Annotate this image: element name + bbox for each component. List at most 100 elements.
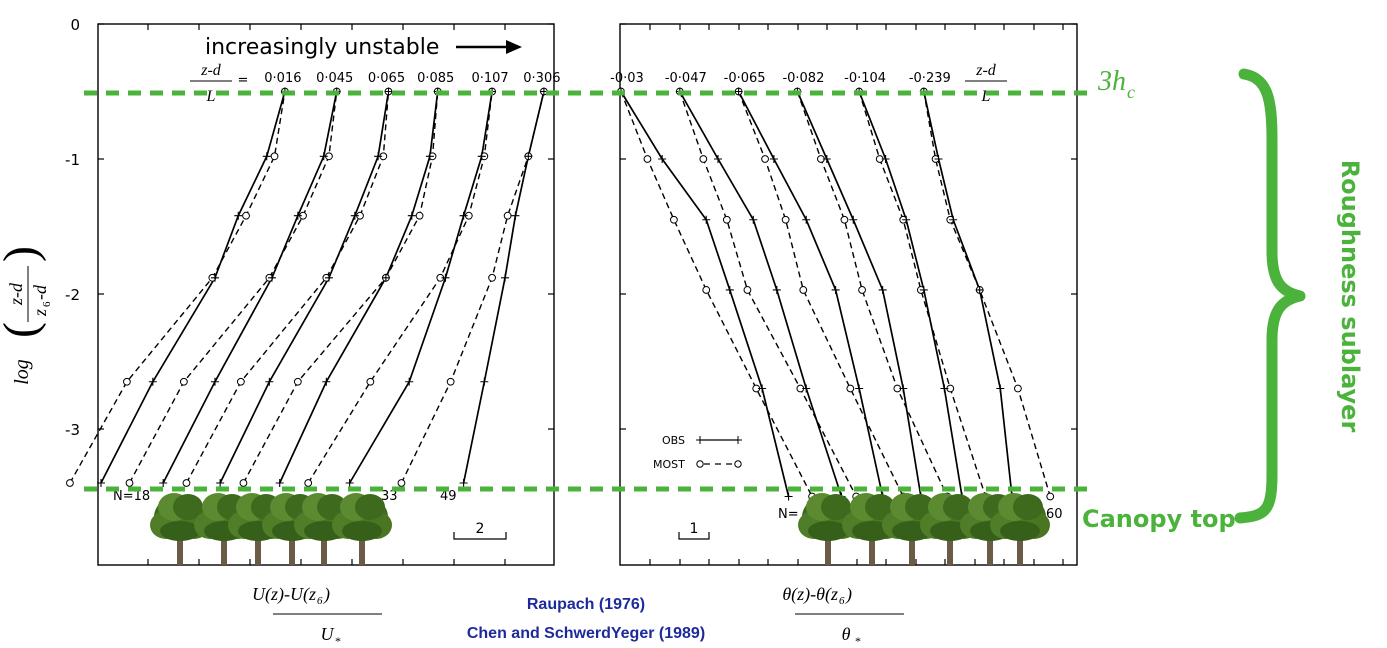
tree-icon bbox=[990, 493, 1050, 565]
obs-point bbox=[881, 155, 890, 163]
stability-label: -0·082 bbox=[782, 71, 824, 86]
obs-point bbox=[441, 273, 450, 282]
most-point bbox=[1014, 384, 1022, 393]
series-right bbox=[617, 87, 816, 501]
scale-bar-left: 2 bbox=[453, 521, 507, 540]
obs-point bbox=[267, 273, 276, 282]
obs-point bbox=[996, 384, 1005, 393]
left-xlabel-num: U(z)-U(z bbox=[252, 584, 316, 605]
canopy-top-label: Canopy top bbox=[1082, 505, 1236, 533]
obs-point bbox=[702, 215, 711, 224]
scale-bar-right-label: 1 bbox=[690, 521, 699, 537]
obs-point bbox=[97, 479, 105, 487]
stability-label: 0·045 bbox=[316, 71, 353, 86]
most-point bbox=[415, 211, 424, 220]
most-point bbox=[125, 479, 134, 487]
obs-line bbox=[219, 91, 390, 484]
three-hc-label: 3h bbox=[1097, 66, 1126, 97]
legend-most-label: MOST bbox=[653, 458, 685, 471]
obs-point bbox=[940, 384, 949, 393]
obs-point bbox=[822, 155, 831, 163]
n-label-right-end: 60 bbox=[1046, 507, 1063, 522]
series-right bbox=[793, 87, 952, 501]
series-right bbox=[734, 87, 908, 501]
most-point bbox=[670, 215, 678, 224]
scale-bar-right: 1 bbox=[678, 521, 710, 540]
arrow-label: increasingly unstable bbox=[205, 35, 439, 60]
most-point bbox=[304, 479, 313, 487]
tree-icon bbox=[332, 493, 392, 565]
obs-point bbox=[725, 285, 734, 294]
stability-label: 0·065 bbox=[368, 71, 405, 86]
obs-point bbox=[477, 152, 486, 161]
most-line bbox=[185, 91, 390, 484]
most-point bbox=[699, 155, 708, 163]
zdL-right-num: z-d bbox=[975, 62, 997, 79]
y-tick-label: 0 bbox=[70, 16, 80, 34]
obs-point bbox=[758, 384, 767, 393]
series-right bbox=[675, 87, 861, 501]
left-panel-frame bbox=[97, 23, 555, 566]
obs-point bbox=[381, 273, 390, 282]
obs-point bbox=[749, 215, 758, 224]
stability-label: -0·047 bbox=[665, 71, 707, 86]
stability-label: -0·239 bbox=[909, 71, 951, 86]
obs-point bbox=[425, 152, 434, 161]
y-axis-label-log: log bbox=[11, 359, 33, 385]
stability-label: -0·104 bbox=[844, 71, 886, 86]
obs-point bbox=[714, 155, 723, 163]
zdL-left-num: z-d bbox=[200, 62, 222, 79]
y-axis-label: log ( z-d z 6 -d ) bbox=[0, 246, 53, 385]
obs-line bbox=[922, 91, 1013, 497]
obs-point bbox=[480, 377, 489, 386]
obs-point bbox=[919, 285, 928, 294]
most-line bbox=[620, 91, 813, 497]
obs-point bbox=[831, 285, 840, 294]
obs-line bbox=[858, 91, 963, 497]
stability-labels: 0·016 0·045 0·065 0·085 0·107 0·306 -0·03 -0·04… bbox=[264, 71, 951, 86]
y-axis-label-num: z-d bbox=[6, 282, 26, 306]
left-panel-series bbox=[66, 87, 548, 487]
y-axis-label-den-z: z bbox=[30, 309, 50, 317]
most-point bbox=[743, 286, 752, 294]
most-point bbox=[702, 286, 711, 294]
most-line bbox=[128, 91, 338, 484]
obs-point bbox=[407, 211, 416, 220]
series-left bbox=[125, 87, 341, 487]
most-point bbox=[858, 286, 866, 294]
zdL-label-right: z-d L bbox=[965, 62, 1007, 105]
right-panel-frame bbox=[619, 23, 1078, 566]
obs-point bbox=[975, 285, 984, 294]
obs-point bbox=[899, 384, 908, 393]
zdL-left-den: L bbox=[206, 88, 216, 105]
obs-point bbox=[350, 211, 359, 220]
obs-line bbox=[278, 91, 439, 484]
obs-line bbox=[100, 91, 286, 484]
obs-point bbox=[216, 479, 225, 487]
y-axis-label-paren-close: ) bbox=[0, 246, 47, 262]
obs-point bbox=[878, 285, 887, 294]
obs-point bbox=[511, 211, 520, 220]
obs-point bbox=[459, 211, 468, 220]
obs-line bbox=[348, 91, 493, 484]
unstable-arrow-icon bbox=[506, 40, 522, 54]
most-point bbox=[503, 211, 512, 220]
y-tick-labels: 0 -1 -2 -3 bbox=[65, 16, 80, 439]
most-line bbox=[923, 91, 1051, 497]
obs-point bbox=[902, 215, 911, 224]
stability-label: 0·306 bbox=[523, 71, 560, 86]
scale-bar-left-label: 2 bbox=[476, 521, 485, 537]
most-point bbox=[242, 211, 250, 220]
obs-point bbox=[855, 384, 864, 393]
obs-point bbox=[322, 377, 331, 386]
most-point bbox=[366, 377, 375, 386]
obs-point bbox=[658, 155, 667, 163]
most-point bbox=[846, 384, 855, 393]
most-point bbox=[722, 215, 731, 224]
three-hc-sub: c bbox=[1127, 82, 1135, 102]
obs-point bbox=[501, 273, 510, 282]
y-tick-label: -1 bbox=[65, 151, 80, 169]
most-line bbox=[307, 91, 493, 484]
most-point bbox=[293, 377, 302, 386]
